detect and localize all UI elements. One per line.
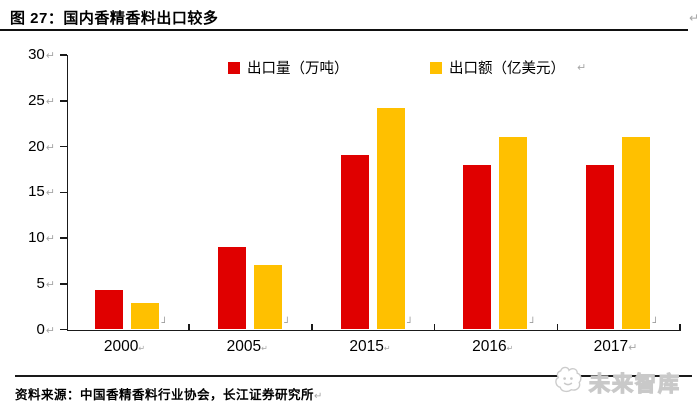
legend-item-export-volume: 出口量（万吨） bbox=[228, 57, 349, 78]
bar-2017-export-volume bbox=[586, 164, 614, 330]
bar-2005-export-volume bbox=[217, 247, 246, 330]
return-mark-icon: ↵ bbox=[314, 391, 323, 402]
source-text: 资料来源：中国香精香料行业协会，长江证券研究所 bbox=[15, 388, 315, 402]
bar-2000-export-value bbox=[131, 302, 159, 330]
y-axis-label-10: 10↵ bbox=[28, 229, 55, 246]
x-axis-label-2005: 2005↵ bbox=[226, 338, 268, 355]
artifact-mark-2015: ┘ bbox=[407, 317, 414, 329]
watermark-text: 未来智库 bbox=[588, 372, 681, 396]
x-axis-label-2015: 2015↵ bbox=[349, 338, 391, 355]
bar-2015-export-volume bbox=[340, 154, 369, 330]
y-axis-line bbox=[66, 55, 68, 331]
source-note: 资料来源：中国香精香料行业协会，长江证券研究所↵ bbox=[15, 384, 323, 403]
legend-item-export-value: 出口额（亿美元） ↵ bbox=[430, 57, 586, 78]
y-axis-label-5: 5↵ bbox=[36, 274, 55, 292]
y-axis-label-30: 30↵ bbox=[28, 46, 55, 63]
x-axis-line bbox=[66, 329, 680, 331]
bar-2017-export-value bbox=[622, 137, 650, 330]
artifact-mark-2016: ┘ bbox=[529, 317, 536, 329]
return-mark-icon: ↵ bbox=[577, 61, 587, 74]
x-axis-tick-3 bbox=[433, 323, 436, 331]
x-axis-tick-5 bbox=[679, 323, 681, 331]
footer-divider bbox=[15, 375, 692, 377]
y-axis-tick-5 bbox=[59, 283, 67, 285]
y-axis-tick-30 bbox=[59, 54, 67, 56]
artifact-mark-2017: ┘ bbox=[652, 317, 659, 329]
y-axis-label-15: 15↵ bbox=[28, 183, 55, 201]
bar-2016-export-volume bbox=[463, 164, 492, 330]
y-axis-tick-10 bbox=[59, 237, 67, 239]
return-mark-icon: ↵ bbox=[689, 11, 700, 25]
y-axis-label-20: 20↵ bbox=[28, 137, 55, 155]
y-axis-label-0: 0↵ bbox=[36, 320, 55, 338]
artifact-mark-2000: ┘ bbox=[161, 317, 168, 329]
y-axis-label-25: 25↵ bbox=[28, 91, 55, 109]
x-axis-label-2017: 2017↵ bbox=[593, 338, 638, 355]
watermark: 未来智库 bbox=[552, 361, 700, 405]
bar-2016-export-value bbox=[499, 137, 528, 330]
legend-label-export-volume: 出口量（万吨） bbox=[247, 61, 349, 77]
y-axis-tick-25 bbox=[59, 100, 67, 102]
y-axis-tick-20 bbox=[59, 145, 67, 148]
title-underline bbox=[0, 29, 688, 31]
x-axis-tick-4 bbox=[556, 323, 559, 331]
x-axis-label-2000: 2000↵ bbox=[103, 338, 146, 355]
y-axis-tick-15 bbox=[59, 191, 67, 193]
bar-2000-export-volume bbox=[95, 290, 123, 330]
figure-title: 图 27：国内香精香料出口较多 bbox=[10, 10, 219, 27]
x-axis-tick-2 bbox=[311, 323, 313, 331]
watermark-logo-icon bbox=[552, 364, 585, 402]
bar-2005-export-value bbox=[253, 264, 282, 330]
legend-label-export-value: 出口额（亿美元） bbox=[449, 61, 565, 77]
legend-swatch-red bbox=[228, 61, 240, 74]
bar-2015-export-value bbox=[376, 108, 405, 330]
y-axis-tick-0 bbox=[59, 328, 67, 331]
x-axis-label-2016: 2016↵ bbox=[472, 338, 514, 355]
legend-swatch-yellow bbox=[430, 61, 442, 74]
artifact-mark-2005: ┘ bbox=[284, 317, 291, 329]
x-axis-tick-1 bbox=[188, 323, 190, 331]
